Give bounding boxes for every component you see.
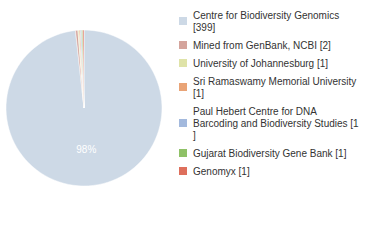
svg-text:Gujarat Biodiversity Gene Bank: Gujarat Biodiversity Gene Bank [1]	[193, 148, 347, 159]
svg-text:Paul Hebert Centre for DNA: Paul Hebert Centre for DNA	[193, 106, 319, 117]
svg-text:Mined from GenBank, NCBI [2]: Mined from GenBank, NCBI [2]	[193, 40, 331, 51]
svg-text:Centre for Biodiversity Genomi: Centre for Biodiversity Genomics	[193, 10, 342, 21]
svg-text:Genomyx [1]: Genomyx [1]	[193, 166, 250, 177]
svg-text:University of Johannesburg [1]: University of Johannesburg [1]	[193, 58, 328, 69]
svg-text:Barcoding and Biodiversity Stu: Barcoding and Biodiversity Studies [1	[193, 118, 359, 129]
svg-text:Sri Ramaswamy Memorial Univers: Sri Ramaswamy Memorial University	[193, 76, 359, 87]
svg-text:]: ]	[193, 130, 196, 141]
svg-text:[1]: [1]	[193, 88, 204, 99]
svg-text:[399]: [399]	[193, 22, 215, 33]
svg-text:98%: 98%	[76, 144, 96, 155]
